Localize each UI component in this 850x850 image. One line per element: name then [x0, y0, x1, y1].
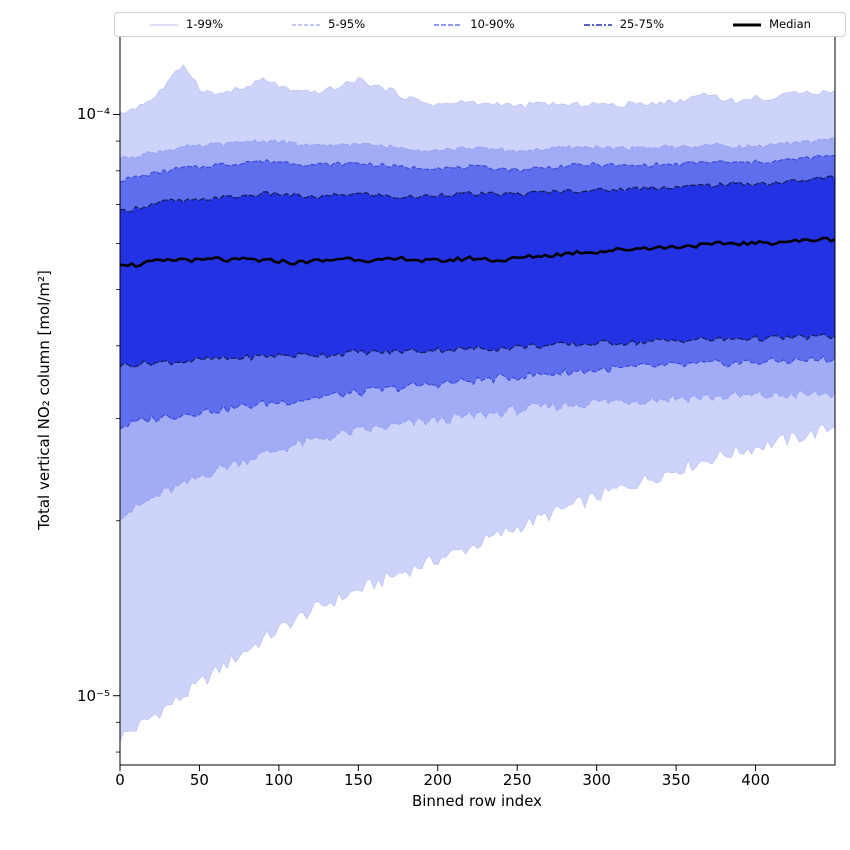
y-axis-label: Total vertical NO₂ column [mol/m²] [35, 270, 53, 530]
x-tick-label: 200 [423, 771, 453, 789]
y-tick-label: 10⁻⁴ [76, 105, 110, 124]
legend-line-sample [733, 23, 762, 26]
x-tick-label: 350 [661, 771, 691, 789]
percentile-line-p1 [119, 423, 836, 742]
legend-item-5-95%: 5-95% [291, 16, 366, 31]
percentile-line-p25 [119, 333, 836, 368]
legend-label: Median [769, 16, 811, 31]
legend-label: 5-95% [328, 16, 366, 31]
legend-line-sample [434, 23, 463, 26]
percentile-line-p99 [119, 64, 836, 115]
x-tick-label: 400 [741, 771, 770, 789]
chart-legend: 1-99% 5-95% 10-90% 25-75% Median [114, 12, 846, 37]
percentile-line-p90 [119, 154, 836, 183]
legend-line-sample [150, 23, 178, 26]
x-tick-label: 100 [264, 771, 294, 789]
x-tick-label: 300 [582, 771, 611, 789]
percentile-line-p5 [119, 390, 836, 520]
legend-line-sample [292, 23, 321, 26]
x-tick-labels: 0 50 100 150 200 250 300 350 400 [0, 771, 850, 793]
legend-item-Median: Median [732, 16, 811, 31]
median-line [119, 236, 836, 269]
percentile-line-p10 [119, 355, 836, 430]
x-tick-label: 150 [344, 771, 373, 789]
legend-item-10-90%: 10-90% [433, 16, 515, 31]
band-25-75% [120, 176, 835, 368]
percentile-line-p95 [119, 136, 836, 160]
x-tick-label: 250 [502, 771, 532, 789]
x-tick-label: 50 [189, 771, 209, 789]
x-tick-label: 0 [115, 771, 125, 789]
legend-item-1-99%: 1-99% [149, 16, 224, 31]
legend-item-25-75%: 25-75% [583, 16, 665, 31]
legend-label: 1-99% [186, 16, 224, 31]
y-tick-labels: 10⁻⁴ 10⁻⁵ [58, 0, 110, 850]
percentile-line-p75 [119, 175, 836, 213]
x-axis-label: Binned row index [411, 792, 543, 810]
y-tick-label: 10⁻⁵ [76, 686, 110, 705]
legend-label: 10-90% [470, 16, 515, 31]
legend-label: 25-75% [619, 16, 665, 31]
legend-line-sample [583, 23, 612, 26]
